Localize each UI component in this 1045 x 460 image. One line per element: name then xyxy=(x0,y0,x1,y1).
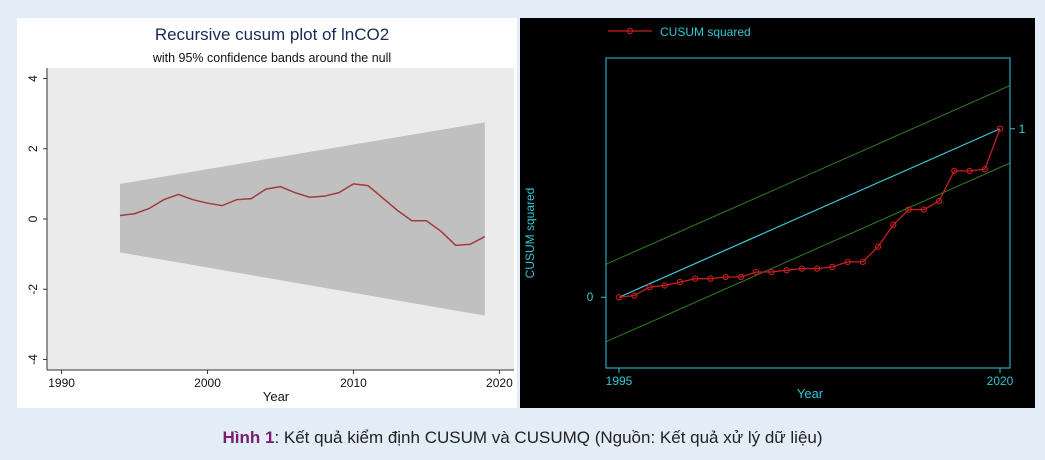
x-tick-label: 1995 xyxy=(606,374,633,388)
lower-bound-line xyxy=(606,162,1010,343)
cusumsq-point xyxy=(859,258,866,266)
x-tick-label: 2020 xyxy=(486,376,513,390)
y-tick-label: -2 xyxy=(26,284,40,295)
cusumsq-point xyxy=(981,166,988,173)
cusumsq-point xyxy=(676,278,684,286)
cusum-chart: Recursive cusum plot of lnCO2 with 95% c… xyxy=(26,25,514,404)
cusumsq-point xyxy=(951,167,958,175)
plot-area: 4 2 0 -2 -4 1990 2000 2010 2020 xyxy=(26,68,514,390)
cusumsq-point xyxy=(615,294,623,301)
cusumsq-point xyxy=(935,198,943,205)
cusumsq-point xyxy=(996,125,1004,132)
figure-caption: Hình 1: Kết quả kiểm định CUSUM và CUSUM… xyxy=(0,428,1045,448)
cusumsq-point xyxy=(646,283,653,291)
x-axis-label: Year xyxy=(263,389,290,404)
cusumsq-point xyxy=(783,267,790,274)
cusumsq-point xyxy=(737,273,745,281)
cusumsq-point xyxy=(844,258,851,266)
upper-bound-line xyxy=(606,85,1010,265)
cusumsq-point xyxy=(768,268,775,276)
cusumsq-point xyxy=(798,265,806,272)
plot-lines xyxy=(606,85,1010,343)
cusumsq-chart-panel: 1995 2020 0 1 CUSUM squared Year CUSUM squa… xyxy=(520,18,1035,408)
cusumsq-point xyxy=(692,275,699,282)
cusumsq-chart: 1995 2020 0 1 CUSUM squared Year CUSUM squa… xyxy=(523,25,1026,401)
cusumsq-point xyxy=(829,263,836,271)
legend-label: CUSUM squared xyxy=(660,25,751,39)
confidence-band xyxy=(119,122,485,316)
cusumsq-point xyxy=(753,268,760,276)
caption-label: Hình 1 xyxy=(222,428,275,447)
x-tick-label: 2000 xyxy=(194,376,221,390)
expected-line xyxy=(618,128,1001,298)
cusumsq-point xyxy=(890,221,897,228)
cusumsq-point xyxy=(813,265,821,272)
cusumsq-point xyxy=(905,206,912,213)
legend-marker xyxy=(626,27,634,35)
chart-subtitle: with 95% confidence bands around the nul… xyxy=(152,51,391,65)
y-tick-label: 2 xyxy=(26,145,40,152)
y-tick-label: 1 xyxy=(1019,122,1026,136)
cusumsq-point xyxy=(874,243,882,250)
plot-area: 1995 2020 0 1 xyxy=(587,27,1026,388)
cusumsq-point xyxy=(631,292,638,299)
x-tick-label: 2010 xyxy=(340,376,367,390)
chart-title: Recursive cusum plot of lnCO2 xyxy=(155,25,389,44)
x-axis-label: Year xyxy=(797,386,824,401)
plot-frame xyxy=(605,57,1011,369)
cusumsq-point xyxy=(920,206,927,213)
cusumsq-point xyxy=(661,282,668,289)
x-tick-label: 2020 xyxy=(987,374,1014,388)
cusumsq-point xyxy=(707,275,714,282)
caption-text: : Kết quả kiểm định CUSUM và CUSUMQ (Ngu… xyxy=(274,428,823,447)
cusumsq-point xyxy=(966,167,973,175)
y-tick-label: 0 xyxy=(587,290,594,304)
y-tick-label: -4 xyxy=(26,354,40,365)
cusum-chart-panel: Recursive cusum plot of lnCO2 with 95% c… xyxy=(17,18,517,408)
y-axis-label: CUSUM squared xyxy=(523,188,537,279)
y-tick-label: 4 xyxy=(26,75,40,82)
y-tick-label: 0 xyxy=(26,215,40,222)
cusum-series-line xyxy=(119,183,486,247)
x-tick-label: 1990 xyxy=(48,376,75,390)
cusumsq-point xyxy=(722,273,729,281)
